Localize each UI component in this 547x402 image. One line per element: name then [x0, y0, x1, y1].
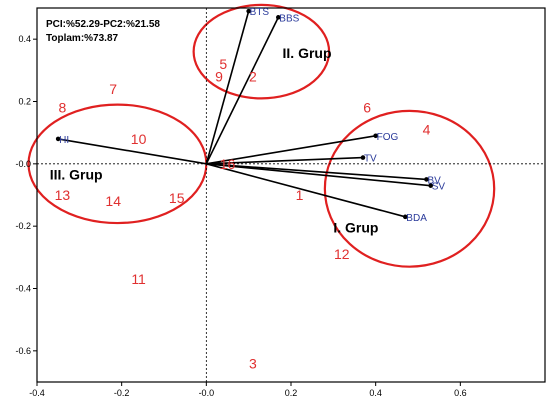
observation-label: 16 — [220, 156, 236, 172]
group-ellipse — [192, 3, 331, 100]
variable-label: FOG — [377, 132, 399, 143]
group-label: III. Grup — [50, 166, 103, 182]
observation-label: 11 — [131, 271, 146, 287]
observation-label: 2 — [249, 69, 257, 85]
loading-vector — [206, 163, 427, 181]
observation-label: 3 — [249, 355, 257, 371]
x-tick-label: -0.0 — [199, 388, 215, 398]
loading-vector — [206, 134, 376, 165]
observation-label: 9 — [215, 69, 223, 85]
vector-endpoint — [428, 183, 434, 188]
group-label: II. Grup — [283, 45, 332, 61]
x-tick-label: 0.6 — [454, 388, 467, 398]
vector-endpoint — [246, 8, 251, 14]
loading-vector — [58, 138, 207, 165]
vector-endpoint — [403, 214, 408, 220]
group-label: I. Grup — [333, 219, 378, 235]
loading-vector — [205, 16, 280, 165]
observation-label: 13 — [55, 187, 71, 203]
info-box: PCI:%52.29-PC2:%21.58 Toplam:%73.87 — [46, 19, 160, 44]
observation-label: 8 — [59, 100, 67, 116]
group-ellipse — [323, 109, 496, 268]
x-tick-label: -0.4 — [29, 388, 45, 398]
x-tick-label: -0.2 — [114, 388, 130, 398]
vector-endpoint — [424, 177, 429, 182]
variable-label: BBS — [279, 13, 299, 24]
observation-label: 1 — [296, 187, 304, 203]
x-tick-label: 0.2 — [285, 388, 298, 398]
y-tick-label: -0.2 — [15, 221, 31, 231]
y-tick-label: 0.4 — [18, 34, 31, 44]
axes: -0.4 -0.2 -0.0 0.2 0.4 0.6 0.4 0.2 -0.0 -0.2 -0.4 -… — [15, 7, 546, 398]
observation-label: 4 — [423, 122, 431, 138]
observation-label: 12 — [334, 246, 350, 262]
variable-label: TV — [364, 154, 377, 165]
y-tick-label: -0.4 — [15, 284, 31, 294]
info-total-text: Toplam:%73.87 — [46, 33, 118, 44]
loading-vector — [206, 163, 431, 187]
loading-vector — [206, 156, 363, 165]
y-tick-label: 0.2 — [18, 97, 31, 107]
vector-endpoint — [276, 15, 281, 20]
observation-label: 6 — [363, 100, 371, 116]
observation-label: 10 — [131, 131, 147, 147]
variable-label: BV — [427, 175, 441, 186]
variable-label: BDA — [406, 213, 427, 224]
loading-vector — [205, 10, 250, 165]
vector-endpoint — [373, 133, 378, 139]
info-variance-text: PCI:%52.29-PC2:%21.58 — [46, 19, 160, 30]
y-tick-label: -0.6 — [15, 346, 31, 356]
group-labels: I. Grup II. Grup III. Grup — [50, 45, 379, 236]
vector-endpoint — [55, 136, 61, 142]
variable-label: HI — [59, 135, 69, 146]
observation-label: 7 — [109, 81, 117, 97]
observation-label: 15 — [169, 190, 185, 206]
loading-vector — [206, 163, 406, 218]
variable-label: SV — [432, 182, 446, 193]
y-tick-label: -0.0 — [15, 159, 31, 169]
x-tick-label: 0.4 — [369, 388, 382, 398]
observation-label: 14 — [105, 193, 121, 209]
vector-endpoint — [360, 155, 366, 160]
variable-label: BTS — [250, 7, 270, 18]
observation-label: 5 — [219, 56, 227, 72]
